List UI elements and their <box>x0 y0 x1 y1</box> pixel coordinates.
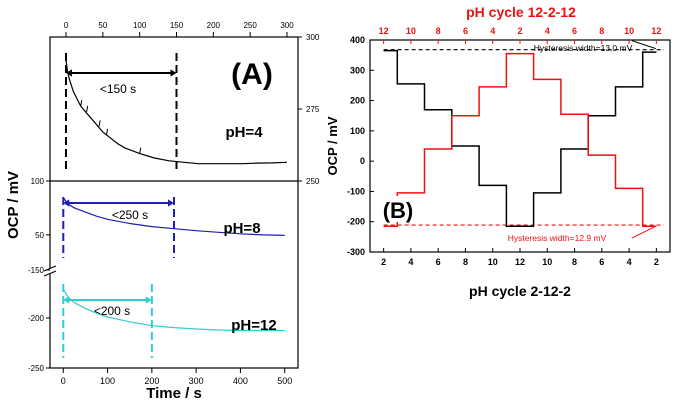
x-axis-label-a: Time / s <box>146 385 202 402</box>
bottom-x-tick-label: 10 <box>542 257 552 267</box>
range-arrow-head <box>145 296 152 304</box>
bottom-x-tick-label: 12 <box>515 257 525 267</box>
top-x-tick-label: 50 <box>98 21 107 30</box>
top-x-tick-label: 10 <box>406 26 416 36</box>
top-x-tick-label: 4 <box>545 26 550 36</box>
y-tick-label: 100 <box>350 126 365 136</box>
bottom-x-tick-label: 100 <box>100 376 115 386</box>
bottom-x-tick-label: 8 <box>463 257 468 267</box>
series-line <box>62 197 285 236</box>
right-y-tick-label: 275 <box>306 105 320 114</box>
hysteresis-label-black: Hysteresis width=13.0 mV <box>534 43 633 53</box>
noise-spike <box>86 105 89 112</box>
hysteresis-pointer <box>631 40 657 50</box>
y-axis-label-b: OCP / mV <box>325 116 340 175</box>
hysteresis-label-red: Hysteresis width=12.9 mV <box>508 233 607 243</box>
series-line <box>65 59 288 165</box>
y-tick-label: 300 <box>350 65 365 75</box>
bottom-x-tick-label: 300 <box>189 376 204 386</box>
panel-a-frame <box>49 36 299 369</box>
y-tick-label: -100 <box>347 186 365 196</box>
y-tick-label: 200 <box>350 96 365 106</box>
left-y-tick-label: -250 <box>28 364 45 373</box>
right-y-tick-label: 250 <box>306 177 320 186</box>
y-tick-label: 0 <box>360 156 365 166</box>
top-x-tick-label: 8 <box>599 26 604 36</box>
annotation-ph4: <150 s <box>100 82 136 96</box>
y-tick-label: -300 <box>347 247 365 257</box>
x-axis-label-b: pH cycle 2-12-2 <box>469 283 571 299</box>
left-y-tick-label: 50 <box>35 231 44 240</box>
top-x-tick-label: 0 <box>64 21 69 30</box>
top-x-tick-label: 6 <box>572 26 577 36</box>
left-y-tick-label: -200 <box>28 314 45 323</box>
y-tick-label: -200 <box>347 217 365 227</box>
top-x-tick-label: 10 <box>624 26 634 36</box>
bottom-x-tick-label: 0 <box>61 376 66 386</box>
series-line <box>62 288 285 332</box>
left-y-tick-label: -150 <box>28 266 45 275</box>
series-label-ph12: pH=12 <box>231 317 276 334</box>
range-arrow-head <box>63 199 70 207</box>
range-arrow-head <box>170 69 177 77</box>
top-x-tick-label: 8 <box>436 26 441 36</box>
series-label-ph4: pH=4 <box>225 124 263 141</box>
bottom-x-tick-label: 10 <box>488 257 498 267</box>
top-x-tick-label: 12 <box>651 26 661 36</box>
step-series-line <box>383 49 657 228</box>
panel-a-label: (A) <box>231 58 273 91</box>
y-tick-label: 400 <box>350 35 365 45</box>
bottom-x-tick-label: 500 <box>277 376 292 386</box>
range-arrow-head <box>66 69 72 77</box>
top-x-tick-label: 6 <box>463 26 468 36</box>
noise-spike <box>80 100 83 107</box>
top-x-tick-label: 4 <box>490 26 495 36</box>
bottom-x-tick-label: 6 <box>599 257 604 267</box>
bottom-x-tick-label: 400 <box>233 376 248 386</box>
panel-b-label: (B) <box>383 198 414 223</box>
series-label-ph8: pH=8 <box>223 220 260 237</box>
top-x-tick-label: 12 <box>379 26 389 36</box>
bottom-x-tick-label: 8 <box>572 257 577 267</box>
top-x-tick-label: 100 <box>133 21 147 30</box>
annotation-ph12: <200 s <box>94 304 130 318</box>
top-x-tick-label: 250 <box>243 21 257 30</box>
top-x-tick-label: 300 <box>280 21 294 30</box>
bottom-x-tick-label: 2 <box>381 257 386 267</box>
bottom-x-tick-label: 200 <box>144 376 159 386</box>
y-axis-label-a: OCP / mV <box>5 171 22 239</box>
bottom-x-tick-label: 6 <box>436 257 441 267</box>
hysteresis-pointer <box>631 225 657 239</box>
top-x-tick-label: 2 <box>517 26 522 36</box>
step-series-line <box>383 52 657 228</box>
noise-spike <box>139 147 142 154</box>
annotation-ph8: <250 s <box>112 208 148 222</box>
panel-b-title: pH cycle 12-2-12 <box>466 4 576 20</box>
bottom-x-tick-label: 2 <box>654 257 659 267</box>
range-arrow-head <box>63 296 70 304</box>
bottom-x-tick-label: 4 <box>627 257 632 267</box>
range-arrow-head <box>168 199 174 207</box>
noise-spike <box>98 120 101 127</box>
left-y-tick-label: 100 <box>31 177 45 186</box>
right-y-tick-label: 300 <box>306 33 320 42</box>
noise-spike <box>106 128 109 136</box>
panel-b-label-box <box>378 196 418 222</box>
bottom-x-tick-label: 4 <box>408 257 413 267</box>
top-x-tick-label: 150 <box>170 21 184 30</box>
top-x-tick-label: 200 <box>207 21 221 30</box>
